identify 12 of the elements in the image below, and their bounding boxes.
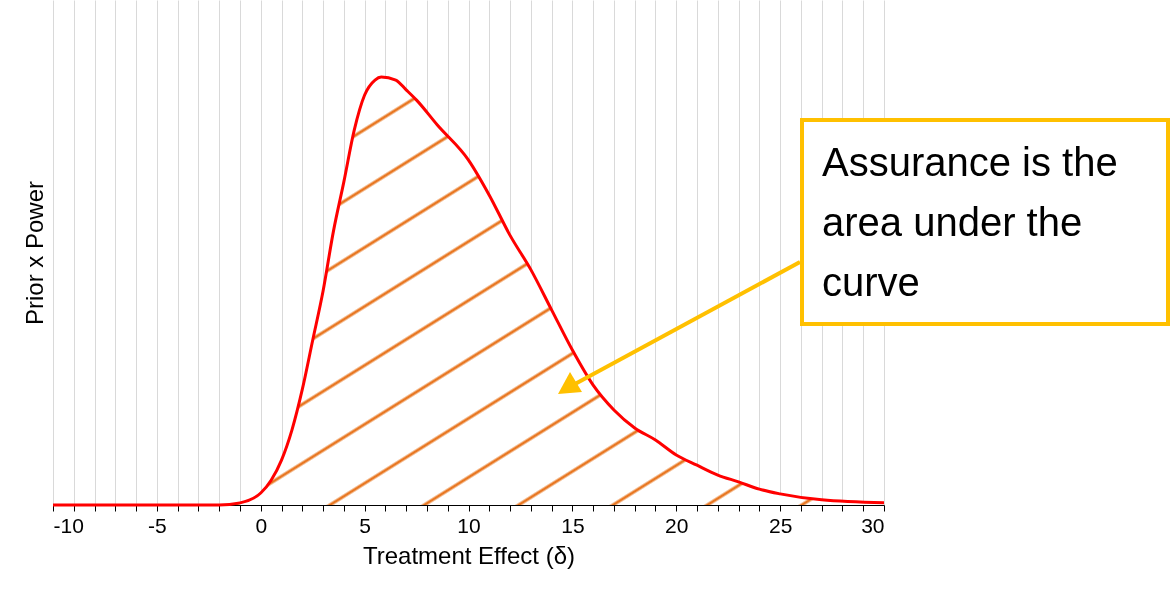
annotation: Assurance is the area under the curve [800, 118, 1170, 326]
x-tick-label: 0 [255, 513, 268, 537]
x-tick-label: 15 [561, 513, 585, 537]
x-tick-label: 25 [768, 513, 793, 537]
x-tick-label: 20 [665, 513, 689, 537]
x-tick-label: 10 [457, 513, 481, 537]
x-axis-title: Treatment Effect (δ) [362, 541, 576, 569]
x-tick-label: -5 [148, 513, 167, 537]
x-tick-label: -10 [53, 513, 84, 537]
y-axis-title: Prior x Power [20, 180, 48, 326]
x-tick-label: 30 [861, 513, 885, 537]
x-tick-label: 5 [359, 513, 371, 537]
